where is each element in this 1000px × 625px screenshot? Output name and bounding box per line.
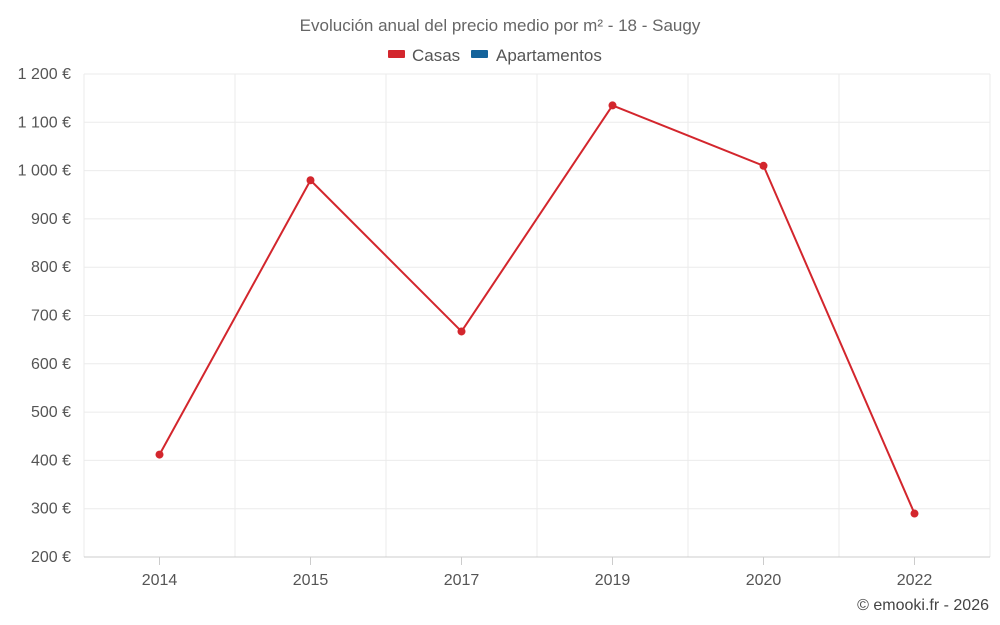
y-tick-label: 500 € [31, 404, 71, 421]
y-tick-label: 200 € [31, 549, 71, 566]
data-point[interactable] [759, 161, 768, 170]
legend-swatch-casas [388, 50, 405, 58]
y-axis-tick-labels: 200 € 300 € 400 € 500 € 600 € 700 € 800 € 900 €… [18, 66, 71, 566]
x-tick-label: 2020 [746, 572, 782, 589]
chart-title: Evolución anual del precio medio por m² … [300, 16, 701, 35]
y-tick-label: 1 200 € [18, 66, 71, 83]
y-tick-label: 1 000 € [18, 163, 71, 180]
credit-text: © emooki.fr - 2026 [857, 597, 989, 614]
legend-label-casas: Casas [412, 46, 460, 65]
x-axis-tick-labels: 2014 2015 2017 2019 2020 2022 [142, 572, 933, 589]
y-tick-label: 800 € [31, 259, 71, 276]
data-point[interactable] [306, 176, 315, 185]
x-tick-label: 2014 [142, 572, 178, 589]
y-tick-label: 600 € [31, 356, 71, 373]
y-tick-label: 400 € [31, 452, 71, 469]
data-point[interactable] [155, 450, 164, 459]
y-tick-label: 1 100 € [18, 114, 71, 131]
x-tick-label: 2022 [897, 572, 933, 589]
y-tick-label: 300 € [31, 501, 71, 518]
legend-item-casas[interactable]: Casas [388, 46, 460, 65]
series-casas [155, 101, 919, 518]
data-point[interactable] [608, 101, 617, 110]
legend: Casas Apartamentos [388, 46, 602, 65]
legend-item-apartamentos[interactable]: Apartamentos [471, 46, 602, 65]
x-tick-label: 2019 [595, 572, 631, 589]
legend-swatch-apartamentos [471, 50, 488, 58]
x-tick-label: 2017 [444, 572, 480, 589]
grid [83, 73, 991, 557]
x-tick-label: 2015 [293, 572, 329, 589]
y-tick-label: 700 € [31, 308, 71, 325]
data-point[interactable] [457, 327, 466, 336]
legend-label-apartamentos: Apartamentos [496, 46, 602, 65]
series-line-casas [158, 104, 916, 514]
y-tick-label: 900 € [31, 211, 71, 228]
data-point[interactable] [910, 509, 919, 518]
axes [84, 556, 990, 565]
chart-title-group: Evolución anual del precio medio por m² … [300, 16, 701, 35]
